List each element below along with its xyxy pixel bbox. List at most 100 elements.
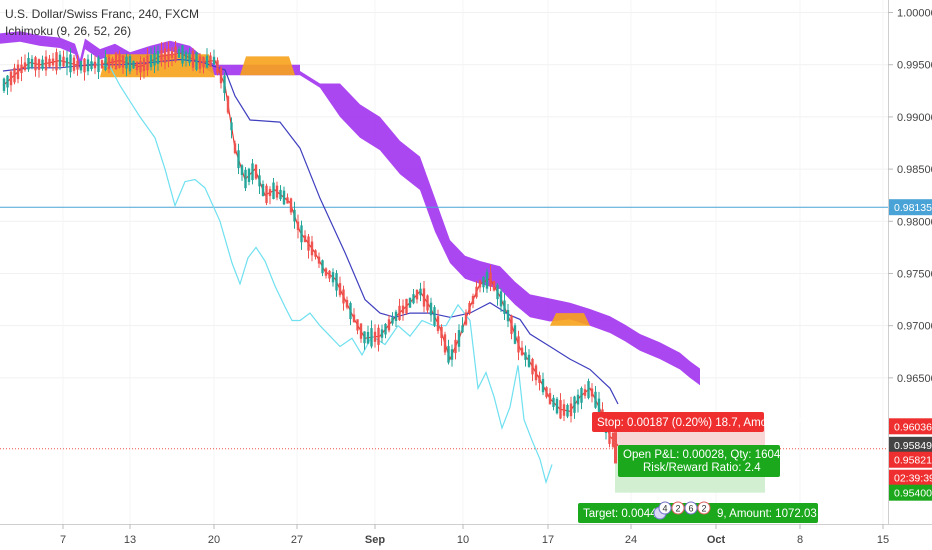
candle-body	[261, 184, 265, 196]
candle-body	[212, 56, 216, 65]
target-label-text-left: Target: 0.0044	[583, 508, 657, 520]
candle-body	[394, 311, 398, 321]
candle-body	[583, 389, 587, 396]
price-tag-box	[889, 469, 932, 486]
open-pl-text: Open P&L: 0.00028, Qty: 16042	[623, 449, 787, 461]
candle-body	[118, 53, 121, 68]
candle-body	[48, 58, 51, 67]
candle-body	[247, 168, 251, 182]
price-tag: 0.95400	[889, 484, 932, 501]
event-marker-label: 2	[675, 504, 680, 514]
time-tick-label: 15	[877, 534, 889, 546]
candle-body	[41, 59, 44, 69]
price-tag-box	[889, 436, 932, 453]
candle-body	[195, 52, 198, 70]
event-marker-label: 4	[662, 504, 667, 514]
candle-body	[289, 198, 293, 213]
candles	[2, 41, 617, 464]
event-marker-circle	[684, 501, 698, 515]
candle-body	[205, 55, 209, 68]
candle-body	[296, 221, 300, 231]
candle-body	[282, 190, 286, 205]
candle-body	[202, 56, 205, 68]
candle-body	[163, 48, 167, 63]
candle-body	[9, 71, 13, 86]
candle-body	[55, 52, 58, 71]
candle-body	[275, 185, 279, 198]
candle-body	[258, 175, 261, 187]
candle-body	[373, 331, 377, 342]
price-tag: 0.95849	[889, 436, 932, 453]
candle-body	[300, 225, 303, 243]
stop-label[interactable]: Stop: 0.00187 (0.20%) 18.7, Amount: 970	[592, 412, 809, 432]
candle-body	[422, 288, 426, 307]
candle-body	[16, 64, 20, 80]
candle-body	[454, 339, 457, 354]
candle-body	[377, 327, 380, 345]
price-tag-box	[889, 418, 932, 435]
candle-body	[398, 305, 401, 321]
candle-body	[524, 352, 527, 360]
candle-body	[555, 398, 559, 414]
candle-body	[6, 75, 9, 88]
candle-body	[100, 60, 104, 69]
candle-body	[121, 55, 125, 68]
candle-body	[496, 284, 499, 300]
candle-body	[293, 209, 296, 222]
candle-body	[314, 250, 317, 257]
candle-body	[401, 305, 405, 314]
candle-body	[433, 307, 436, 326]
candle-body	[569, 403, 573, 417]
candle-body	[520, 347, 524, 356]
candle-body	[324, 268, 328, 276]
target-label[interactable]: Target: 0.0044 9, Amount: 1072.03	[578, 503, 818, 523]
candle-body	[443, 334, 447, 353]
price-axis[interactable]	[888, 0, 932, 524]
time-tick-label: 20	[208, 534, 220, 546]
candle-body	[510, 315, 513, 334]
candle-body	[594, 391, 597, 408]
candle-body	[51, 58, 55, 66]
candle-body	[177, 49, 181, 58]
open-pl-label[interactable]: Open P&L: 0.00028, Qty: 16042 Risk/Rewar…	[618, 445, 787, 477]
event-marker-circle	[697, 501, 711, 515]
cloud-bearish-main	[300, 71, 700, 386]
candle-body	[345, 299, 349, 308]
candle-body	[184, 51, 188, 61]
candle-body	[576, 394, 580, 405]
price-tag-label: 0.95400	[894, 488, 932, 500]
time-tick-label: 7	[60, 534, 66, 546]
candle-body	[391, 317, 394, 324]
target-label-box	[578, 503, 818, 523]
indicator-legend[interactable]: Ichimoku (9, 26, 52, 26)	[5, 24, 131, 38]
candle-body	[233, 143, 237, 154]
price-tag-label: 0.95821	[894, 455, 932, 467]
candle-body	[370, 328, 373, 347]
candle-body	[429, 302, 433, 316]
candle-body	[573, 396, 576, 413]
candle-body	[426, 295, 429, 311]
candle-body	[86, 59, 90, 72]
candle-body	[468, 302, 471, 314]
candle-body	[405, 298, 408, 314]
candle-body	[461, 325, 464, 333]
candle-body	[216, 60, 219, 74]
time-axis-ticks: 7 13 20 27 Sep 10 17 24 Oct 8 15	[60, 524, 889, 546]
candle-body	[482, 276, 485, 288]
target-label-text-right: 9, Amount: 1072.03	[717, 508, 817, 520]
candle-body	[419, 288, 422, 296]
candle-body	[356, 319, 359, 331]
candle-body	[188, 52, 191, 63]
candle-body	[244, 169, 247, 189]
candle-body	[478, 280, 482, 288]
stop-label-text: Stop: 0.00187 (0.20%) 18.7, Amount: 970	[597, 417, 809, 429]
time-axis[interactable]	[0, 524, 888, 550]
candle-body	[265, 185, 268, 204]
candle-body	[412, 294, 415, 304]
candle-body	[114, 53, 118, 70]
